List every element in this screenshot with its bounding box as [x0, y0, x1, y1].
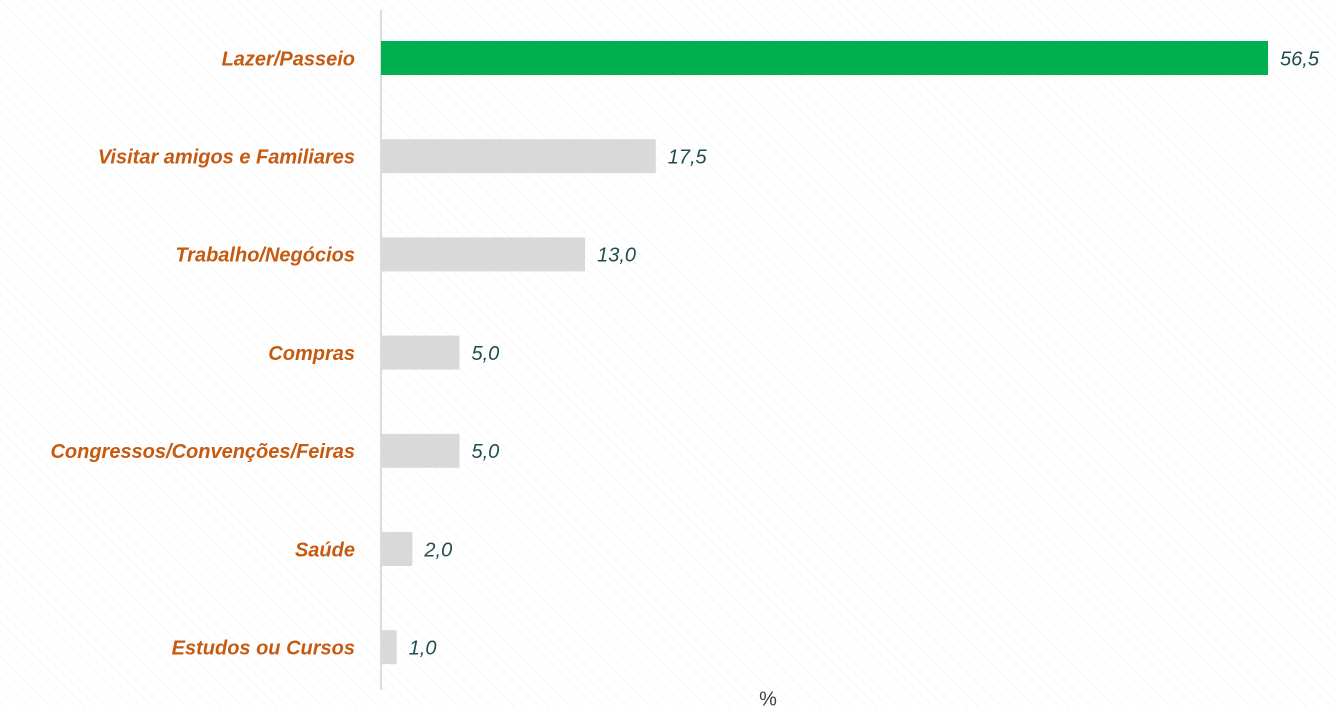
- x-axis-label: %: [759, 688, 777, 708]
- value-label: 2,0: [423, 539, 452, 561]
- value-label: 5,0: [472, 441, 500, 463]
- value-label: 1,0: [409, 637, 437, 659]
- value-label: 13,0: [597, 245, 636, 267]
- bar: [381, 335, 460, 370]
- category-label: Compras: [268, 343, 355, 365]
- bar: [381, 433, 460, 468]
- value-label: 17,5: [668, 146, 708, 168]
- category-label: Saúde: [295, 539, 355, 561]
- bar: [381, 532, 413, 566]
- bar: [381, 237, 586, 272]
- bar: [381, 139, 656, 174]
- value-label: 5,0: [472, 343, 500, 365]
- category-label: Trabalho/Negócios: [175, 245, 355, 267]
- value-label: 56,5: [1280, 48, 1320, 70]
- category-label: Estudos ou Cursos: [172, 637, 355, 659]
- bar: [381, 630, 397, 665]
- bar: [381, 41, 1269, 75]
- category-label: Visitar amigos e Familiares: [98, 146, 355, 168]
- category-label: Congressos/Convenções/Feiras: [50, 441, 355, 463]
- category-label: Lazer/Passeio: [222, 48, 355, 70]
